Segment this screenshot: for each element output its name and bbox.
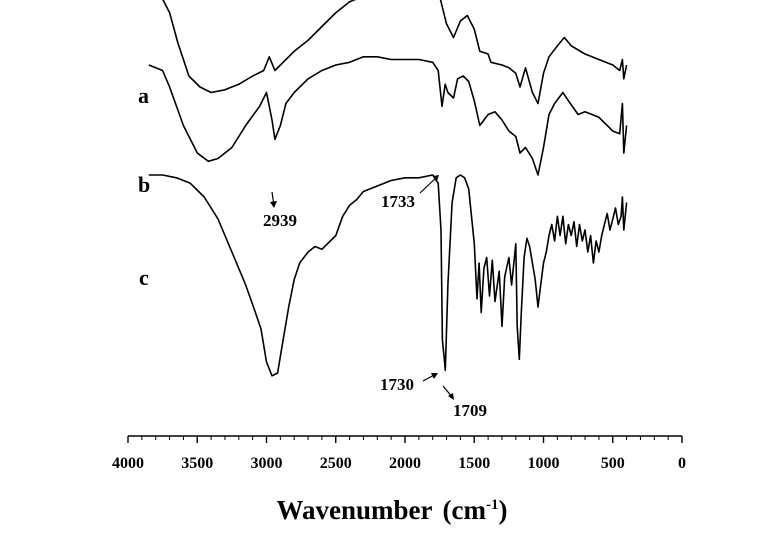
x-axis: 4000 3500 3000 2500 2000 1500 1000 500 0 — [112, 435, 686, 472]
series-label-a: a — [138, 83, 149, 108]
peak-annotations: 2939 1733 1730 1709 — [263, 175, 487, 420]
annotation-1730-label: 1730 — [380, 375, 414, 394]
series-labels: a b c — [138, 83, 150, 290]
x-tick-label-500: 500 — [601, 455, 625, 472]
x-tick-label-2000: 2000 — [389, 455, 421, 472]
series-c-line — [148, 174, 628, 377]
series-label-c: c — [139, 265, 149, 290]
x-tick-label-0: 0 — [678, 455, 686, 472]
annotation-2939: 2939 — [263, 191, 297, 230]
x-tick-label-2500: 2500 — [320, 455, 352, 472]
annotation-1733-label: 1733 — [381, 192, 415, 211]
annotation-1709-label: 1709 — [453, 401, 487, 420]
series-a-line — [162, 0, 628, 105]
annotation-2939-label: 2939 — [263, 211, 297, 230]
x-axis-title: Wavenumber (cm-1) — [277, 495, 508, 525]
annotation-1709: 1709 — [442, 385, 487, 420]
series-label-b: b — [138, 172, 150, 197]
x-tick-label-4000: 4000 — [112, 455, 144, 472]
annotation-1733: 1733 — [381, 175, 439, 211]
series-b-line — [148, 55, 628, 176]
x-ticks: 4000 3500 3000 2500 2000 1500 1000 500 0 — [112, 436, 686, 472]
x-tick-label-1500: 1500 — [458, 455, 490, 472]
x-tick-label-3500: 3500 — [181, 455, 213, 472]
x-tick-label-3000: 3000 — [251, 455, 283, 472]
x-tick-label-1000: 1000 — [528, 455, 560, 472]
spectra-curves — [148, 0, 628, 377]
annotation-1730: 1730 — [380, 373, 438, 394]
